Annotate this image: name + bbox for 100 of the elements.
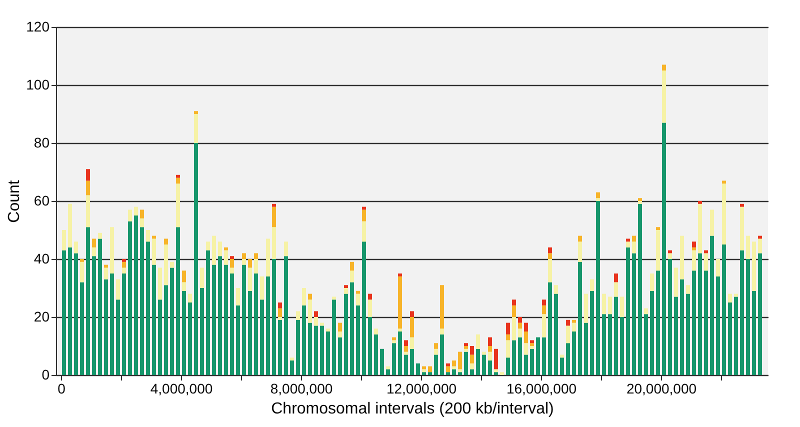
bar xyxy=(548,259,552,282)
bar xyxy=(368,294,372,300)
bar xyxy=(518,328,522,338)
bar xyxy=(758,238,762,254)
bar xyxy=(650,290,654,375)
bar xyxy=(494,348,498,370)
bar xyxy=(656,230,660,271)
bar xyxy=(674,268,678,297)
x-tick-label: 8,000,000 xyxy=(270,380,333,396)
bar xyxy=(470,346,474,355)
bar xyxy=(236,305,240,375)
bar xyxy=(422,372,426,375)
bar xyxy=(602,294,606,314)
y-tick-label: 100 xyxy=(26,76,50,92)
bar xyxy=(494,372,498,375)
bar xyxy=(344,288,348,294)
bar xyxy=(254,253,258,259)
bar xyxy=(164,244,168,286)
bar xyxy=(686,294,690,375)
bar xyxy=(710,210,714,236)
bar xyxy=(440,334,444,375)
bar xyxy=(614,296,618,375)
bar xyxy=(278,302,282,308)
bar xyxy=(200,268,204,288)
bar xyxy=(746,236,750,259)
bar xyxy=(296,311,300,320)
bar xyxy=(476,348,480,375)
bar xyxy=(698,204,702,254)
bar xyxy=(632,236,636,242)
bar xyxy=(428,366,432,372)
bar xyxy=(416,363,420,375)
bar xyxy=(752,242,756,291)
bar xyxy=(734,296,738,375)
bar xyxy=(464,352,468,375)
bar xyxy=(692,270,696,375)
y-tick-label: 60 xyxy=(34,192,50,208)
bar xyxy=(662,122,666,375)
bar xyxy=(434,343,438,349)
bar xyxy=(656,270,660,375)
bar xyxy=(476,334,480,349)
bar xyxy=(194,143,198,375)
bar xyxy=(542,337,546,375)
bar xyxy=(692,247,696,250)
bar xyxy=(272,204,276,207)
bar xyxy=(86,195,90,228)
bar xyxy=(446,372,450,375)
bar xyxy=(236,288,240,306)
bar xyxy=(626,238,630,242)
bar xyxy=(68,247,72,375)
bar xyxy=(602,314,606,375)
bar xyxy=(614,282,618,297)
bar xyxy=(74,253,78,375)
bar xyxy=(680,236,684,280)
bar xyxy=(404,340,408,346)
bar xyxy=(368,300,372,317)
bar xyxy=(230,256,234,259)
bar xyxy=(578,242,582,262)
bar xyxy=(560,358,564,375)
bar xyxy=(80,282,84,375)
bar xyxy=(692,250,696,271)
bar xyxy=(518,317,522,323)
bar xyxy=(614,274,618,282)
bar xyxy=(128,210,132,222)
bar xyxy=(182,270,186,282)
bar xyxy=(176,174,180,178)
bar xyxy=(596,192,600,198)
bar xyxy=(188,294,192,302)
bar xyxy=(308,322,312,375)
bar xyxy=(584,294,588,323)
bar xyxy=(458,372,462,375)
bar xyxy=(308,300,312,323)
bar xyxy=(158,268,162,300)
bar xyxy=(176,227,180,375)
bar xyxy=(122,274,126,375)
bar xyxy=(344,285,348,288)
bar xyxy=(554,285,558,294)
bar xyxy=(398,274,402,276)
bar xyxy=(146,230,150,242)
bar xyxy=(644,308,648,314)
bar xyxy=(242,259,246,265)
bar xyxy=(446,363,450,366)
bar xyxy=(728,302,732,375)
bar xyxy=(404,354,408,375)
bar xyxy=(392,343,396,375)
bar xyxy=(368,317,372,375)
bar xyxy=(302,305,306,375)
bar xyxy=(524,343,528,355)
bar xyxy=(440,285,444,329)
bar xyxy=(422,369,426,372)
bar xyxy=(164,285,168,375)
bar xyxy=(512,317,516,340)
bar xyxy=(140,227,144,375)
bar xyxy=(398,332,402,375)
bar xyxy=(350,282,354,375)
bar xyxy=(662,64,666,70)
bar xyxy=(380,348,384,375)
bar xyxy=(740,250,744,375)
bar xyxy=(98,238,102,375)
bar xyxy=(338,337,342,375)
bar xyxy=(320,326,324,375)
